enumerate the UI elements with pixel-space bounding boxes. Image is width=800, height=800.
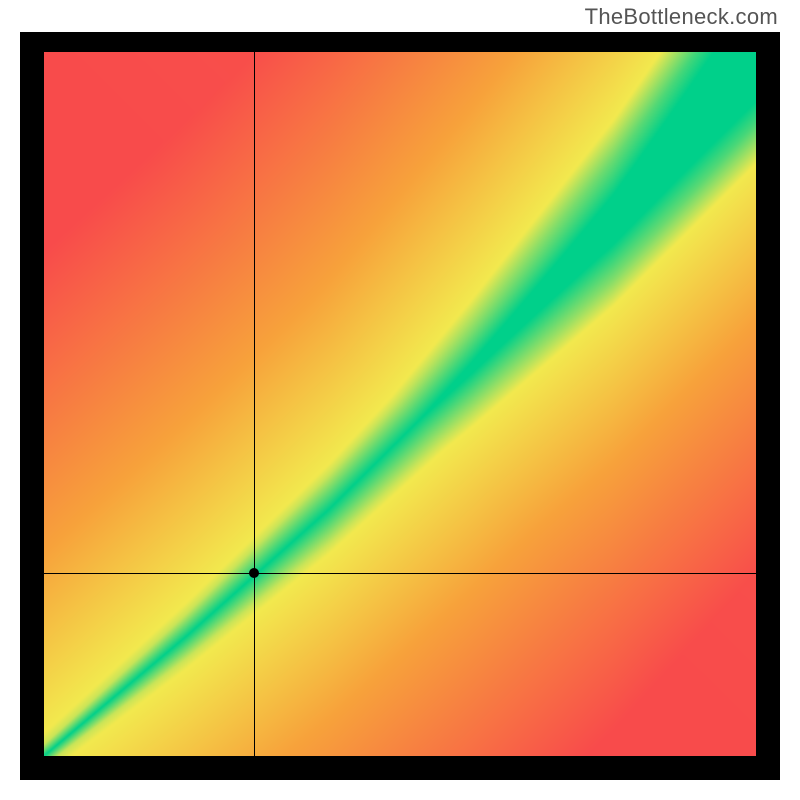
heatmap-canvas	[44, 52, 756, 756]
watermark-text: TheBottleneck.com	[585, 4, 778, 30]
figure-container: TheBottleneck.com	[0, 0, 800, 800]
crosshair-horizontal	[44, 573, 756, 574]
plot-area	[44, 52, 756, 756]
plot-frame	[20, 32, 780, 780]
bottleneck-marker	[249, 568, 259, 578]
crosshair-vertical	[254, 52, 255, 756]
